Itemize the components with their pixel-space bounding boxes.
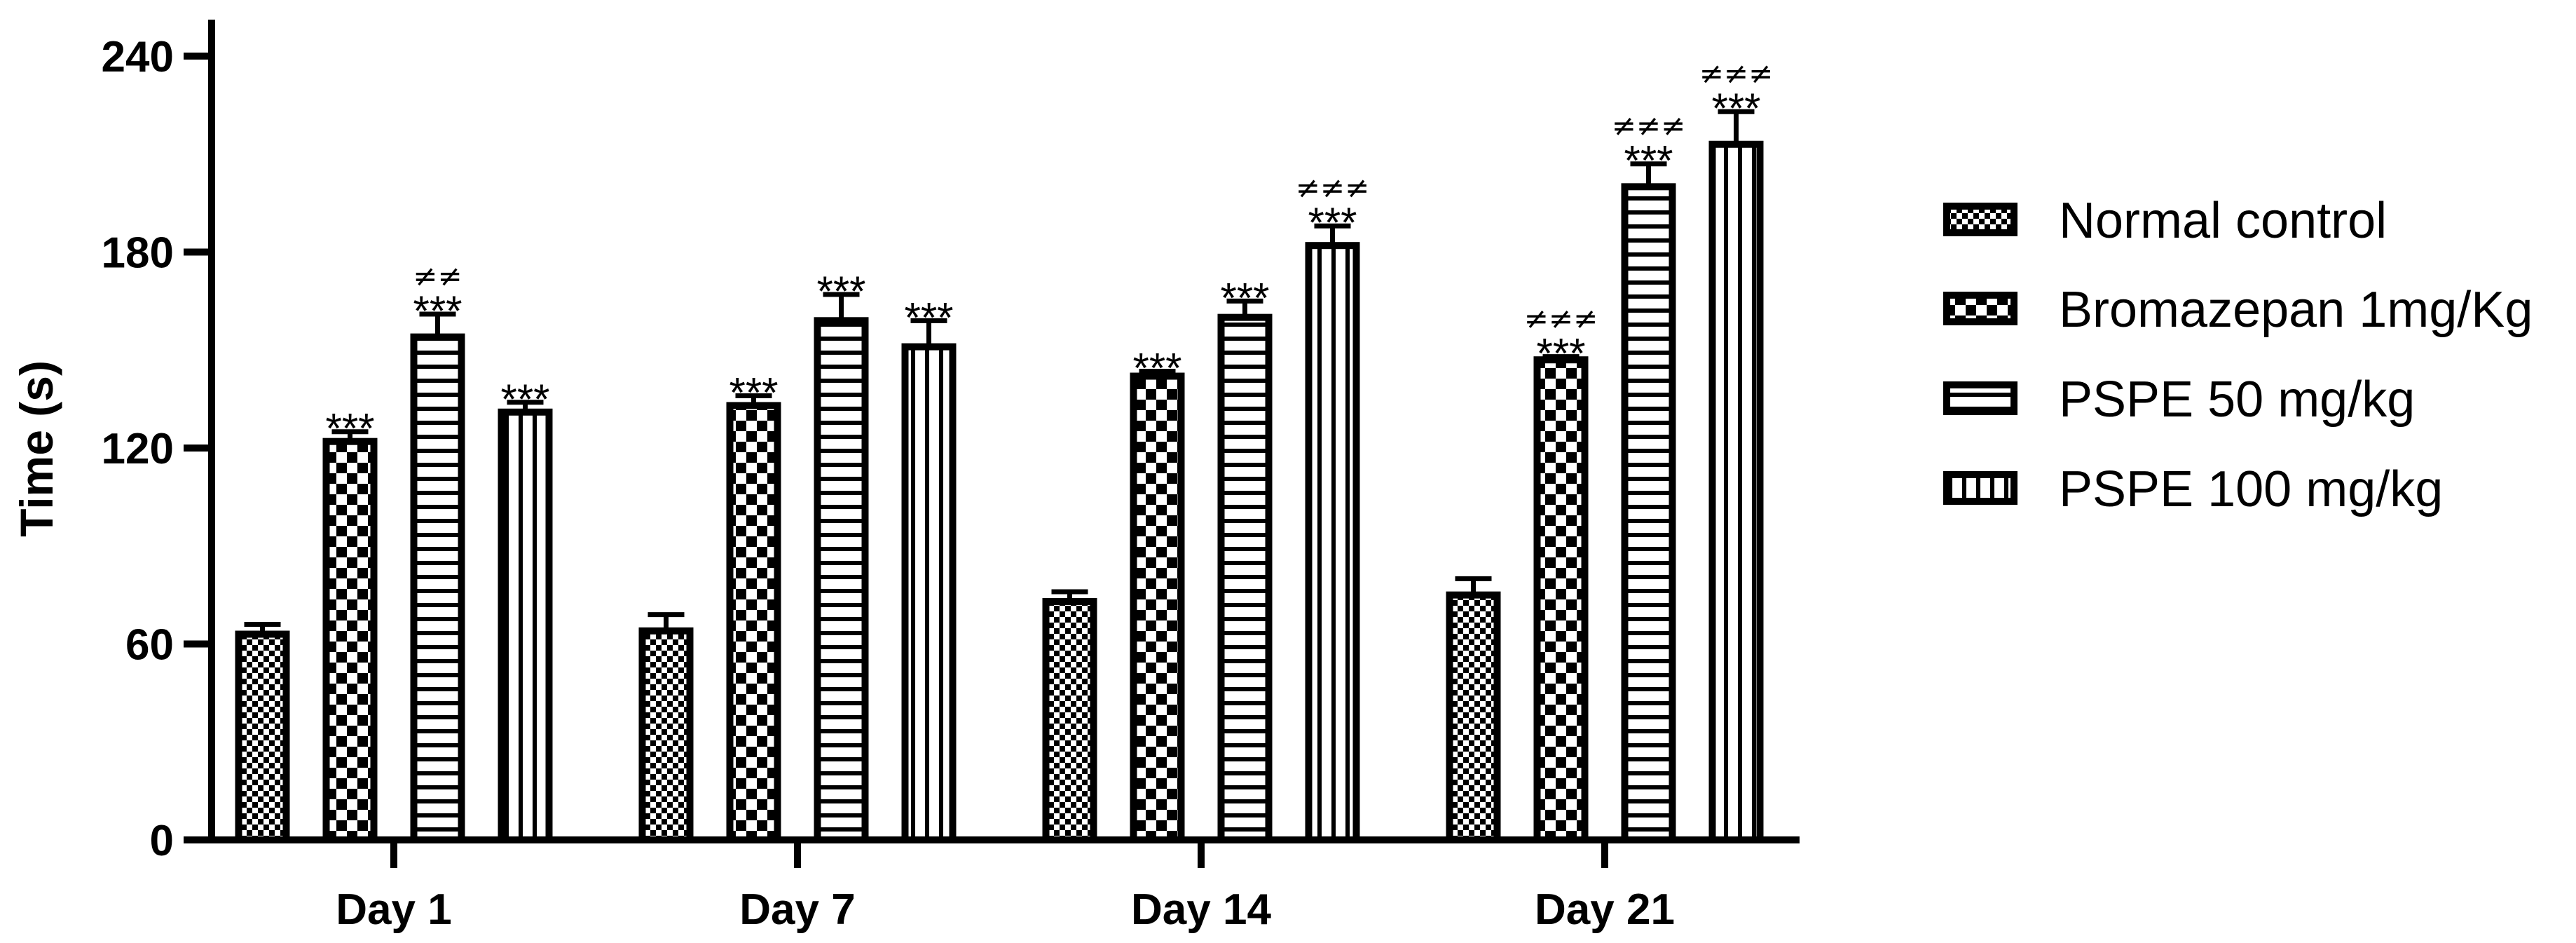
significance-stars: *** — [413, 287, 462, 334]
bar — [322, 437, 378, 843]
significance-stars: *** — [1308, 199, 1357, 246]
bar — [1305, 242, 1360, 843]
legend-swatch — [1943, 203, 2017, 236]
significance-stars: *** — [500, 376, 549, 423]
x-tick-label: Day 1 — [336, 886, 451, 934]
significance-stars: *** — [1624, 137, 1673, 184]
significance-stars: *** — [325, 405, 374, 452]
y-tick-label: 0 — [150, 817, 174, 865]
significance-stars: *** — [1711, 85, 1760, 132]
legend: Normal control Bromazepan 1mg/Kg PSPE 50 m… — [1943, 193, 2533, 517]
significance-stars: *** — [904, 294, 953, 341]
legend-swatch — [1943, 381, 2017, 415]
significance-stars: *** — [1536, 330, 1585, 377]
legend-swatch — [1943, 292, 2017, 325]
bar — [638, 627, 694, 843]
significance-stars: *** — [816, 268, 865, 315]
y-tick-label: 180 — [102, 229, 174, 278]
bar — [410, 333, 465, 844]
x-tick-label: Day 7 — [739, 886, 855, 934]
error-bars — [244, 109, 1755, 635]
y-tick-label: 240 — [102, 33, 174, 81]
y-ticks: 0 60 120 180 240 — [102, 33, 212, 865]
significance-neq: ≠≠≠ — [1524, 301, 1598, 336]
significance-labels: ********* ***≠≠≠***≠≠ *** ******≠≠≠********… — [325, 56, 1773, 452]
legend-label: PSPE 50 mg/kg — [2059, 372, 2415, 428]
legend-label: Normal control — [2059, 193, 2387, 249]
significance-neq: ≠≠≠ — [1699, 56, 1774, 90]
bar — [235, 630, 290, 844]
bars — [235, 140, 1764, 844]
significance-stars: *** — [1132, 345, 1181, 392]
y-tick-label: 120 — [102, 425, 174, 473]
bar — [1708, 140, 1764, 843]
bar — [498, 408, 553, 843]
significance-neq: ≠≠≠ — [1612, 109, 1686, 143]
legend-label: PSPE 100 mg/kg — [2059, 461, 2443, 517]
bar — [1621, 183, 1676, 844]
y-axis-title: Time (s) — [11, 360, 62, 537]
bar — [901, 343, 957, 843]
x-tick-label: Day 14 — [1131, 886, 1271, 934]
bar — [726, 402, 781, 843]
bar — [1217, 313, 1273, 843]
bar — [1446, 591, 1501, 843]
bar — [814, 317, 869, 843]
significance-stars: *** — [1220, 274, 1269, 321]
x-tick-label: Day 21 — [1535, 886, 1675, 934]
bar — [1533, 356, 1589, 843]
x-ticks: Day 1 Day 7 Day 14 Day 21 — [336, 840, 1675, 934]
significance-neq: ≠≠≠ — [1296, 170, 1370, 205]
bar — [1042, 597, 1097, 843]
legend-label: Bromazepan 1mg/Kg — [2059, 282, 2533, 338]
y-tick-label: 60 — [125, 621, 174, 670]
significance-neq: ≠≠ — [413, 259, 462, 293]
legend-swatch — [1943, 471, 2017, 505]
significance-stars: *** — [729, 369, 778, 416]
bar — [1130, 372, 1185, 843]
